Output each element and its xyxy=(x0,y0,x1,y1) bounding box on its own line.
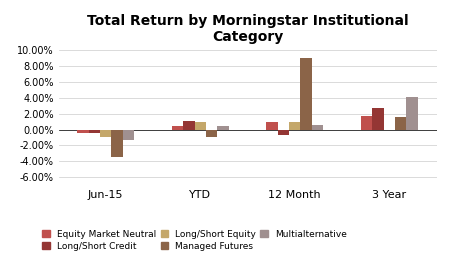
Bar xyxy=(217,126,229,130)
Bar xyxy=(123,130,134,140)
Bar xyxy=(395,117,406,130)
Bar xyxy=(361,116,372,130)
Bar xyxy=(89,130,100,133)
Bar xyxy=(289,122,301,130)
Bar xyxy=(100,130,112,137)
Bar xyxy=(266,122,278,130)
Bar xyxy=(183,121,194,130)
Bar xyxy=(372,108,383,130)
Bar xyxy=(301,58,312,130)
Title: Total Return by Morningstar Institutional
Category: Total Return by Morningstar Institutiona… xyxy=(87,14,408,44)
Legend: Equity Market Neutral, Long/Short Credit, Long/Short Equity, Managed Futures, Mu: Equity Market Neutral, Long/Short Credit… xyxy=(40,228,348,252)
Bar xyxy=(206,130,217,137)
Bar xyxy=(172,126,183,130)
Bar xyxy=(312,125,323,130)
Bar xyxy=(278,130,289,135)
Bar xyxy=(406,97,418,130)
Bar xyxy=(194,122,206,130)
Bar xyxy=(77,130,89,133)
Bar xyxy=(112,130,123,157)
